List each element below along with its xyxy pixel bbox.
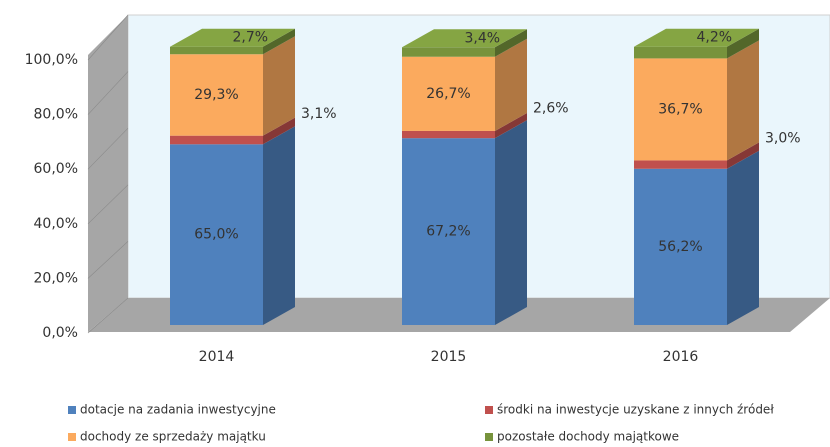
grid-line: [87, 241, 129, 279]
legend-label: środki na inwestycje uzyskane z innych ź…: [497, 403, 774, 417]
data-label: 3,0%: [765, 131, 801, 147]
grid-line: [87, 184, 129, 225]
bar-segment-side: [263, 28, 295, 55]
bar-segment: [634, 160, 727, 169]
bar-segment-top: [402, 29, 527, 48]
y-tick-label: 40,0%: [34, 216, 78, 232]
bar-segment: [634, 58, 727, 161]
data-label: 36,7%: [658, 101, 702, 117]
bar-segment-side: [263, 36, 295, 136]
x-tick-label: 2014: [199, 349, 235, 365]
bar-segment: [170, 144, 263, 325]
legend-swatch: [68, 433, 76, 441]
grid-line: [87, 297, 129, 334]
legend-label: pozostałe dochody majątkowe: [497, 430, 679, 444]
bar-segment: [402, 47, 495, 57]
y-tick-label: 0,0%: [42, 325, 78, 341]
grid-line: [87, 127, 129, 170]
data-label: 3,1%: [301, 106, 337, 122]
legend-swatch: [485, 433, 493, 441]
bar-segment-side: [495, 120, 527, 326]
bar-segment-side: [727, 142, 759, 169]
data-label: 3,4%: [465, 30, 501, 46]
side-wall: [88, 15, 128, 332]
bar-segment: [402, 130, 495, 139]
data-label: 4,2%: [697, 30, 733, 46]
bar-segment: [170, 135, 263, 145]
data-label: 67,2%: [426, 224, 470, 240]
bar-segment: [402, 56, 495, 131]
bar-segment-top: [634, 28, 759, 47]
grid-line: [87, 14, 129, 61]
x-tick-label: 2016: [663, 349, 699, 365]
bar-segment: [402, 138, 495, 325]
y-tick-label: 20,0%: [34, 270, 78, 286]
bar-segment-side: [727, 28, 759, 59]
bar-segment-top: [170, 28, 295, 47]
bar-segment: [170, 46, 263, 55]
data-label: 65,0%: [194, 227, 238, 243]
legend-swatch: [485, 406, 493, 414]
x-tick-label: 2015: [431, 349, 467, 365]
bar-segment-side: [263, 117, 295, 145]
grid-line: [87, 71, 129, 115]
data-label: 26,7%: [426, 86, 470, 102]
data-label: 56,2%: [658, 239, 702, 255]
data-label: 2,6%: [533, 101, 569, 117]
bar-segment: [170, 54, 263, 136]
bar-segment-side: [495, 38, 527, 131]
bar-segment-side: [495, 29, 527, 57]
bar-segment: [634, 46, 727, 59]
bar-segment: [634, 168, 727, 325]
data-label: 2,7%: [233, 30, 269, 46]
legend-swatch: [68, 406, 76, 414]
legend-label: dochody ze sprzedaży majątku: [80, 430, 266, 444]
bar-segment-side: [263, 126, 295, 325]
y-tick-label: 80,0%: [34, 107, 78, 123]
legend-label: dotacje na zadania inwestycyjne: [80, 403, 276, 417]
y-tick-label: 60,0%: [34, 161, 78, 177]
y-tick-label: 100,0%: [25, 52, 78, 68]
bar-segment-side: [727, 150, 759, 325]
bar-segment-side: [495, 112, 527, 139]
data-label: 29,3%: [194, 87, 238, 103]
bar-segment-side: [727, 40, 759, 161]
